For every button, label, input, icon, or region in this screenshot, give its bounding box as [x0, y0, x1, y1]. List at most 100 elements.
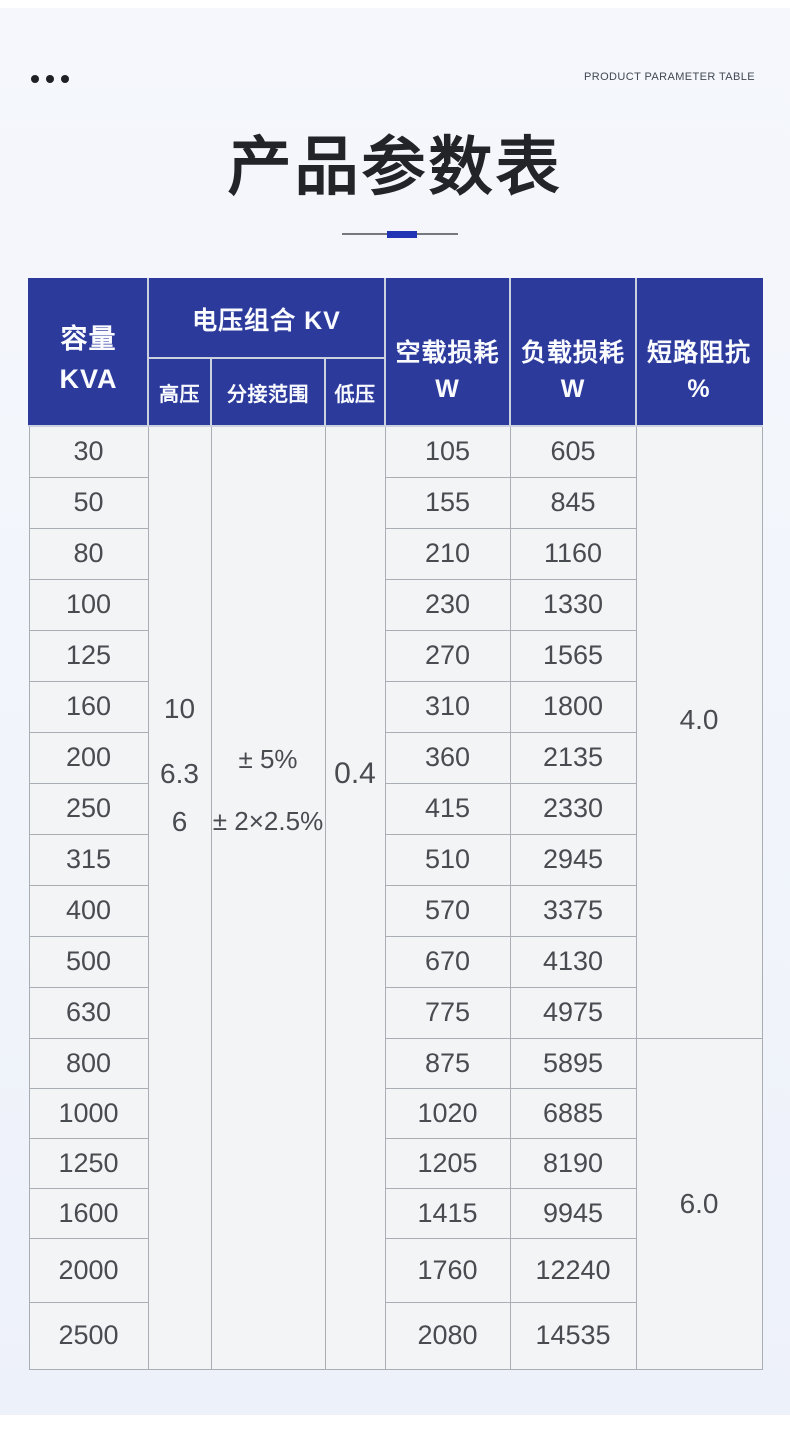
load-loss-cell: 4130: [509, 935, 637, 988]
table-row: 800 875 5895 6.0: [28, 1037, 763, 1370]
table-row: 250 415 2330: [28, 782, 762, 835]
capacity-cell: 800: [28, 1037, 149, 1089]
capacity-cell: 2500: [28, 1301, 149, 1370]
table-row: 2000 1760 12240: [28, 1237, 762, 1303]
header-no-load-loss-unit: W: [435, 374, 460, 403]
no-load-loss-cell: 1760: [384, 1237, 511, 1303]
header-row-2: 高压 分接范围 低压: [29, 357, 762, 427]
no-load-loss-cell: 2080: [384, 1301, 511, 1370]
load-loss-cell: 6885: [509, 1087, 637, 1139]
table-row: 100 230 1330: [28, 578, 762, 631]
load-loss-cell: 2330: [509, 782, 637, 835]
table-row: 1600 1415 9945: [28, 1187, 762, 1239]
table-row: 80 210 1160: [28, 527, 762, 580]
product-parameter-table: 容量 KVA 电压组合 KV 空载损耗 W 负载损耗 W 短路阻抗 % 高: [28, 278, 764, 1370]
dot-icon: [31, 75, 39, 83]
capacity-cell: 80: [28, 527, 149, 580]
table-row: 500 670 4130: [28, 935, 762, 988]
table-body: 30 10 6.3 6 ± 5% ± 2×2.5% 0.4 105 605 4.0 50 155 845…: [28, 425, 763, 1370]
tap-range-value: ± 5%: [238, 744, 298, 774]
table-row: 200 360 2135: [28, 731, 762, 784]
table-header: 容量 KVA 电压组合 KV 空载损耗 W 负载损耗 W 短路阻抗 % 高: [28, 278, 764, 427]
header-voltage-group: 电压组合 KV: [146, 278, 387, 359]
load-loss-cell: 605: [509, 425, 637, 478]
load-loss-cell: 5895: [509, 1037, 637, 1089]
no-load-loss-cell: 1205: [384, 1137, 511, 1189]
no-load-loss-cell: 670: [384, 935, 511, 988]
high-voltage-value: 6: [171, 806, 188, 837]
header-impedance: 短路阻抗 %: [635, 278, 764, 427]
load-loss-cell: 2945: [509, 833, 637, 886]
capacity-cell: 500: [28, 935, 149, 988]
impedance-value: 4.0: [679, 704, 719, 735]
capacity-cell: 125: [28, 629, 149, 682]
no-load-loss-cell: 510: [384, 833, 511, 886]
capacity-cell: 315: [28, 833, 149, 886]
no-load-loss-cell: 230: [384, 578, 511, 631]
table-row: 50 155 845: [28, 476, 762, 529]
load-loss-cell: 14535: [509, 1301, 637, 1370]
header-load-loss-label: 负载损耗: [521, 338, 626, 367]
table-row: 1250 1205 8190: [28, 1137, 762, 1189]
load-loss-cell: 1330: [509, 578, 637, 631]
page-title: 产品参数表: [227, 131, 563, 203]
load-loss-cell: 845: [509, 476, 637, 529]
header-load-loss: 负载损耗 W: [509, 278, 638, 427]
load-loss-cell: 2135: [509, 731, 637, 784]
header-high-voltage: 高压: [147, 357, 212, 427]
header-capacity-label: 容量: [60, 324, 117, 354]
header-no-load-loss-label: 空载损耗: [395, 338, 500, 367]
table-row: 160 310 1800: [28, 680, 762, 733]
high-voltage-value: 6.3: [160, 758, 199, 789]
capacity-cell: 1600: [28, 1187, 149, 1239]
header-low-voltage: 低压: [323, 357, 387, 427]
capacity-cell: 1250: [28, 1137, 149, 1189]
low-voltage-value-cell: 0.4: [324, 425, 386, 1370]
header-capacity: 容量 KVA: [28, 278, 149, 427]
no-load-loss-cell: 270: [384, 629, 511, 682]
no-load-loss-cell: 155: [384, 476, 511, 529]
table-row: 1000 1020 6885: [28, 1087, 762, 1139]
tap-range-values-cell: ± 5% ± 2×2.5%: [210, 425, 326, 1370]
load-loss-cell: 1565: [509, 629, 637, 682]
header-impedance-unit: %: [687, 374, 711, 403]
load-loss-cell: 9945: [509, 1187, 637, 1239]
header-no-load-loss: 空载损耗 W: [384, 278, 512, 427]
high-voltage-value: 10: [163, 693, 196, 724]
table-row: 630 775 4975: [28, 986, 762, 1039]
capacity-cell: 2000: [28, 1237, 149, 1303]
capacity-cell: 160: [28, 680, 149, 733]
table-row: 400 570 3375: [28, 884, 762, 937]
load-loss-cell: 8190: [509, 1137, 637, 1189]
eyebrow-text: PRODUCT PARAMETER TABLE: [584, 71, 755, 83]
dot-icon: [46, 75, 54, 83]
header-capacity-unit: KVA: [59, 364, 118, 394]
capacity-cell: 200: [28, 731, 149, 784]
no-load-loss-cell: 310: [384, 680, 511, 733]
no-load-loss-cell: 875: [384, 1037, 511, 1089]
low-voltage-value: 0.4: [334, 757, 376, 790]
dot-icon: [61, 75, 69, 83]
no-load-loss-cell: 360: [384, 731, 511, 784]
capacity-cell: 100: [28, 578, 149, 631]
header-tap-range: 分接范围: [210, 357, 326, 427]
title-divider: [342, 231, 458, 238]
impedance-cell: 4.0: [635, 425, 763, 1039]
table-row: 2500 2080 14535: [28, 1301, 762, 1370]
table-row: 30 10 6.3 6 ± 5% ± 2×2.5% 0.4 105 605 4.0: [28, 425, 763, 1370]
no-load-loss-cell: 1020: [384, 1087, 511, 1139]
high-voltage-values-cell: 10 6.3 6: [147, 425, 212, 1370]
capacity-cell: 250: [28, 782, 149, 835]
load-loss-cell: 12240: [509, 1237, 637, 1303]
capacity-cell: 30: [28, 425, 149, 478]
tap-range-value: ± 2×2.5%: [212, 806, 324, 836]
load-loss-cell: 1160: [509, 527, 637, 580]
no-load-loss-cell: 570: [384, 884, 511, 937]
capacity-cell: 630: [28, 986, 149, 1039]
header-row-1: 容量 KVA 电压组合 KV 空载损耗 W 负载损耗 W 短路阻抗 %: [28, 278, 764, 427]
no-load-loss-cell: 105: [384, 425, 511, 478]
no-load-loss-cell: 775: [384, 986, 511, 1039]
no-load-loss-cell: 1415: [384, 1187, 511, 1239]
no-load-loss-cell: 415: [384, 782, 511, 835]
